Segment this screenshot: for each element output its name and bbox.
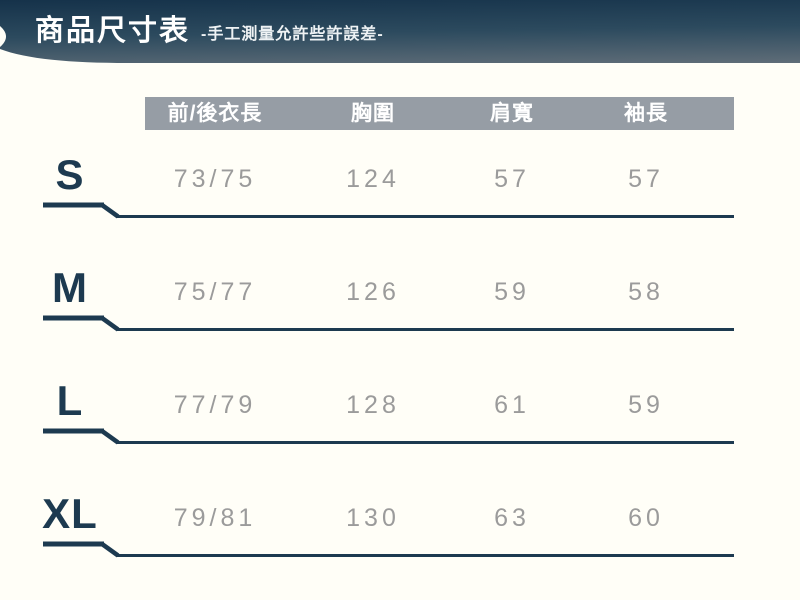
cell-length: 73/75 bbox=[173, 165, 257, 193]
cell-length: 77/79 bbox=[173, 391, 257, 419]
row-divider-line bbox=[43, 541, 734, 558]
banner-notch-decoration bbox=[0, 26, 6, 47]
table-row: S 73/75 124 57 57 bbox=[0, 140, 800, 253]
column-header-shoulder: 肩寬 bbox=[490, 102, 534, 125]
row-divider-line bbox=[43, 315, 734, 332]
row-divider-line bbox=[43, 202, 734, 219]
cell-chest: 124 bbox=[346, 165, 400, 193]
cell-length: 75/77 bbox=[173, 278, 257, 306]
table-row: M 75/77 126 59 58 bbox=[0, 253, 800, 366]
cell-shoulder: 59 bbox=[494, 278, 530, 306]
cell-sleeve: 57 bbox=[628, 165, 664, 193]
column-header-sleeve: 袖長 bbox=[624, 102, 668, 125]
size-label-m: M bbox=[52, 264, 88, 311]
column-header-length: 前/後衣長 bbox=[167, 102, 263, 125]
column-header-chest: 胸圍 bbox=[351, 102, 395, 125]
page-title: 商品尺寸表 bbox=[35, 15, 191, 47]
size-label-l: L bbox=[56, 377, 84, 424]
size-label-xl: XL bbox=[42, 490, 98, 537]
banner-background bbox=[0, 0, 800, 63]
banner: 商品尺寸表 -手工測量允許些許誤差- bbox=[35, 14, 384, 48]
cell-chest: 128 bbox=[346, 391, 400, 419]
cell-shoulder: 63 bbox=[494, 504, 530, 532]
cell-shoulder: 57 bbox=[494, 165, 530, 193]
cell-sleeve: 60 bbox=[628, 504, 664, 532]
cell-sleeve: 58 bbox=[628, 278, 664, 306]
table-column-header: 前/後衣長 胸圍 肩寬 袖長 bbox=[145, 97, 734, 130]
row-divider-line bbox=[43, 428, 734, 445]
cell-sleeve: 59 bbox=[628, 391, 664, 419]
cell-chest: 130 bbox=[346, 504, 400, 532]
table-row: XL 79/81 130 63 60 bbox=[0, 479, 800, 592]
table-row: L 77/79 128 61 59 bbox=[0, 366, 800, 479]
cell-length: 79/81 bbox=[173, 504, 257, 532]
cell-chest: 126 bbox=[346, 278, 400, 306]
cell-shoulder: 61 bbox=[494, 391, 530, 419]
page-subtitle: -手工測量允許些許誤差- bbox=[201, 26, 384, 43]
size-label-s: S bbox=[55, 151, 85, 198]
